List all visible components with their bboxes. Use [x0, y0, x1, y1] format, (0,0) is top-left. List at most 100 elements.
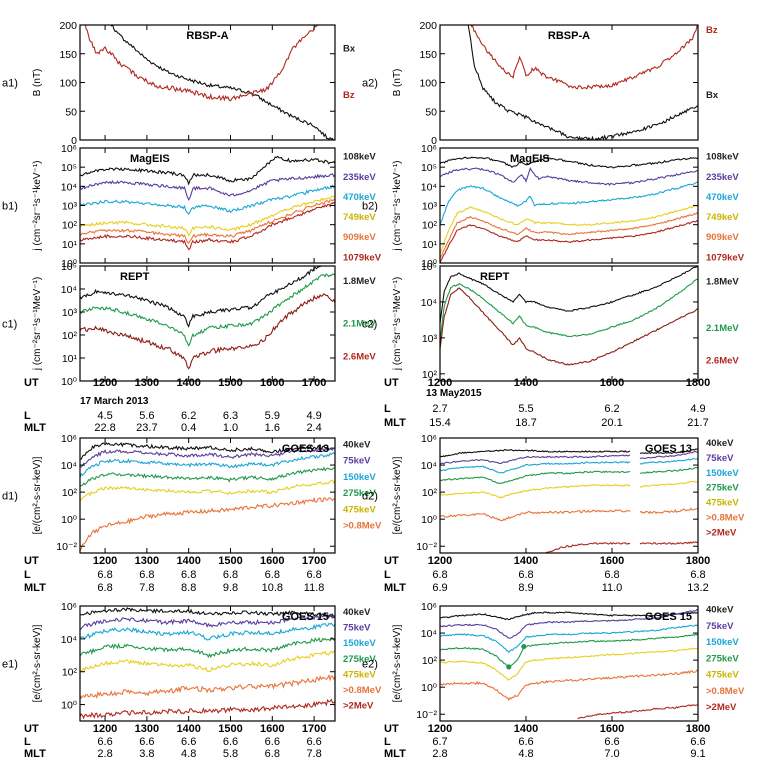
row-value-t5-0-5: 6.6	[306, 736, 321, 748]
series-e1-75keV	[80, 613, 335, 630]
panel-b1: 10⁰ 10¹ 10² 10³ 10⁴ 10⁵ 10⁶ MagEIS j (cm⁻²sr⁻¹s⁻…	[2, 143, 382, 270]
axes-frame-d2	[439, 437, 699, 554]
row-label-t1-0: L	[24, 410, 31, 422]
ut-tick-t5-1: 1300	[135, 723, 159, 735]
ut-label-t6: UT	[384, 723, 399, 735]
ut-tick-t5-3: 1500	[218, 723, 242, 735]
ytick-label-b1-5: 10⁵	[61, 162, 77, 174]
ytick-label-e2-4: 10⁶	[421, 601, 437, 613]
row-value-t1-1-2: 0.4	[181, 422, 196, 434]
ut-tick-t1-4: 1600	[260, 377, 284, 389]
legend-label-d1-3: 275keV	[343, 488, 376, 499]
legend-label-b2-1: 235keV	[706, 172, 739, 183]
legend-label-b1-5: 1079keV	[343, 252, 382, 263]
row-value-t5-1-5: 7.8	[306, 748, 321, 760]
row-value-t2-1-3: 21.7	[687, 417, 708, 429]
panel-title-c1: REPT	[120, 271, 150, 283]
series-e1-475keV	[80, 650, 335, 673]
row-value-t3-0-3: 6.8	[223, 569, 238, 581]
row-label-t3-0: L	[24, 569, 31, 581]
series-e2-40keV	[440, 611, 698, 621]
series-b2-235keV	[440, 166, 698, 187]
series-b2-909keV	[440, 212, 698, 259]
series-c1-2.1MeV	[80, 273, 335, 347]
axes-frame-e1	[79, 605, 336, 722]
legend-label-e2-3: 275keV	[706, 653, 739, 664]
series-d1-475keV	[80, 479, 335, 502]
row-value-t3-0-0: 6.8	[97, 569, 112, 581]
series-b2-108keV	[440, 156, 698, 169]
panel-e2: 10⁻² 10⁰ 10² 10⁴ 10⁶ GOES 15 [e/(cm²-s-sr-keV)…	[362, 601, 745, 722]
series-e2-475keV	[440, 647, 698, 681]
row-value-t2-1-0: 15.4	[429, 417, 450, 429]
series-e1-275keV	[80, 636, 335, 659]
row-value-t1-0-2: 6.2	[181, 410, 196, 422]
row-value-t2-1-1: 18.7	[515, 417, 536, 429]
ytick-label-c2-0: 10²	[422, 369, 438, 381]
legend-label-a2-0: Bz	[706, 25, 718, 36]
row-label-t6-0: L	[384, 736, 391, 748]
series-d1-150keV	[80, 452, 335, 478]
series-b1-108keV	[80, 155, 335, 186]
row-label-t4-0: L	[384, 569, 391, 581]
legend-label-b2-4: 909keV	[706, 232, 739, 243]
panel-label-b2: b2)	[362, 201, 378, 213]
legend-label-d1-1: 75keV	[343, 456, 371, 467]
ut-label-t5: UT	[24, 723, 39, 735]
ut-tick-t6-1: 1400	[514, 723, 538, 735]
row-value-t5-0-4: 6.6	[265, 736, 280, 748]
panel-d2: 10⁻² 10⁰ 10² 10⁴ 10⁶ GOES 13 [e/(cm²-s-sr-keV)…	[362, 433, 745, 554]
series-d1-75keV	[80, 447, 335, 468]
panel-title-c2: REPT	[480, 271, 510, 283]
ytick-label-e1-1: 10²	[62, 667, 78, 679]
row-value-t2-0-3: 4.9	[690, 403, 705, 415]
series-d2-150keV	[440, 457, 698, 474]
panel-a2: 0 50 100 150 200 RBSP-A B (nT) a2) Bz Bx	[362, 20, 719, 147]
series-e1->2MeV	[80, 698, 335, 720]
ytick-label-b2-5: 10⁵	[421, 162, 437, 174]
panel-label-a1: a1)	[2, 78, 18, 90]
row-label-t2-1: MLT	[384, 417, 406, 429]
ytick-label-c1-5: 10⁵	[61, 261, 77, 273]
row-value-t3-0-2: 6.8	[181, 569, 196, 581]
legend-label-d2-3: 275keV	[706, 483, 739, 494]
row-value-t3-0-5: 6.8	[306, 569, 321, 581]
row-value-t3-0-1: 6.8	[139, 569, 154, 581]
ut-tick-t4-1: 1400	[514, 555, 538, 567]
panel-label-e1: e1)	[2, 659, 18, 671]
panel-label-d1: d1)	[2, 491, 18, 503]
row-value-t1-1-0: 22.8	[94, 422, 115, 434]
ytick-label-e2-0: 10⁻²	[416, 709, 437, 721]
ytick-label-b2-2: 10²	[422, 220, 438, 232]
row-value-t5-1-3: 5.8	[223, 748, 238, 760]
legend-label-c2-2: 2.6MeV	[706, 355, 739, 366]
ytick-label-b2-0: 10⁰	[421, 258, 438, 270]
series-d2->2MeV	[544, 541, 698, 553]
series-d2-75keV	[440, 450, 698, 465]
row-value-t5-1-2: 4.8	[181, 748, 196, 760]
ytick-label-e2-2: 10²	[422, 655, 438, 667]
ytick-label-a2-0: 0	[431, 135, 437, 147]
row-value-t2-0-0: 2.7	[432, 403, 447, 415]
panel-label-c1: c1)	[2, 319, 17, 331]
legend-label-e1-1: 75keV	[343, 623, 371, 634]
ut-tick-t3-0: 1200	[93, 555, 117, 567]
row-value-t5-0-3: 6.6	[223, 736, 238, 748]
row-value-t1-1-4: 1.6	[265, 422, 280, 434]
row-value-t1-0-0: 4.5	[97, 410, 112, 422]
row-value-t4-1-2: 11.0	[602, 582, 623, 594]
axes-frame-a1	[79, 24, 336, 141]
panel-c2: 10² 10³ 10⁴ 10⁵ REPT j (cm⁻²sr⁻¹s⁻¹MeV⁻¹) c2) 1…	[362, 261, 739, 382]
row-value-t3-1-3: 9.8	[223, 582, 238, 594]
ytick-label-a1-3: 150	[59, 49, 77, 61]
ytick-label-a1-2: 100	[59, 78, 77, 90]
row-label-t4-1: MLT	[384, 582, 406, 594]
ylabel-e2: [e/(cm²-s-sr-keV)]	[392, 624, 403, 702]
legend-label-b2-5: 1079keV	[706, 252, 745, 263]
series-e2-275keV	[440, 633, 698, 668]
ytick-label-b1-4: 10⁴	[61, 181, 77, 193]
legend-label-e2-1: 75keV	[706, 621, 734, 632]
row-value-t5-1-0: 2.8	[97, 748, 112, 760]
